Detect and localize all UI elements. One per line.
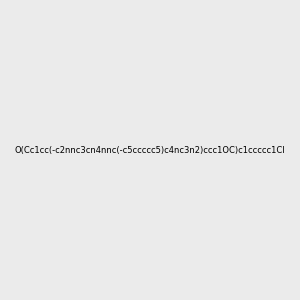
Text: O(Cc1cc(-c2nnc3cn4nnc(-c5ccccc5)c4nc3n2)ccc1OC)c1ccccc1Cl: O(Cc1cc(-c2nnc3cn4nnc(-c5ccccc5)c4nc3n2)…	[15, 146, 285, 154]
